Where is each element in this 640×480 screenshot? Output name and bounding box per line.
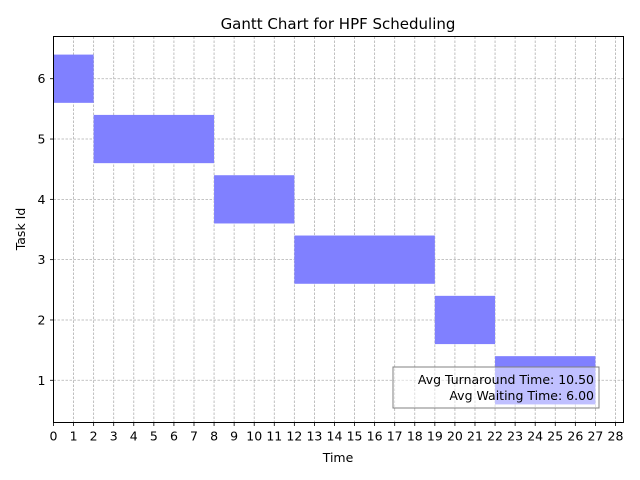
y-tick-label: 1 (38, 373, 46, 388)
x-tick-label: 27 (587, 429, 603, 444)
x-tick-label: 19 (427, 429, 443, 444)
x-tick-label: 25 (547, 429, 563, 444)
x-tick-label: 8 (210, 429, 218, 444)
plot-frame (53, 36, 624, 423)
y-tick-label: 4 (38, 192, 46, 207)
chart-title: Gantt Chart for HPF Scheduling (221, 15, 456, 33)
x-tick-label: 14 (327, 429, 343, 444)
x-tick-label: 22 (487, 429, 503, 444)
x-tick-label: 11 (266, 429, 282, 444)
x-tick-label: 16 (367, 429, 383, 444)
x-tick-label: 12 (286, 429, 302, 444)
x-tick-label: 23 (507, 429, 523, 444)
stats-annotation-box (392, 366, 600, 409)
x-tick-label: 24 (527, 429, 543, 444)
y-tick-label: 6 (38, 71, 46, 86)
avg-waiting-text: Avg Waiting Time: 6.00 (449, 388, 594, 403)
task-bar-6 (53, 54, 94, 103)
x-tick-label: 10 (246, 429, 262, 444)
x-tick-label: 1 (70, 429, 78, 444)
x-tick-label: 28 (608, 429, 624, 444)
x-tick-label: 5 (150, 429, 158, 444)
x-tick-label: 4 (130, 429, 138, 444)
task-bar-4 (214, 175, 295, 224)
x-tick-label: 13 (306, 429, 322, 444)
avg-turnaround-text: Avg Turnaround Time: 10.50 (418, 372, 594, 387)
x-tick-label: 21 (467, 429, 483, 444)
axis-ticks: 0 1 2 3 4 5 6 7 8 9 10 11 12 13 14 15 16 17 18 19 20 21 22 23 24… (38, 71, 624, 443)
task-bar-3 (294, 235, 435, 284)
task-bar-2 (434, 295, 496, 345)
task-bar-5 (93, 114, 215, 164)
x-tick-label: 7 (190, 429, 198, 444)
x-tick-label: 17 (387, 429, 403, 444)
y-axis-label: Task Id (13, 208, 28, 252)
y-tick-label: 5 (38, 132, 46, 147)
y-tick-label: 2 (38, 312, 46, 327)
stats-annotation: Avg Turnaround Time: 10.50 Avg Waiting T… (392, 366, 600, 409)
x-axis-label: Time (322, 450, 354, 465)
task-bars (53, 54, 596, 405)
x-tick-label: 9 (230, 429, 238, 444)
x-tick-label: 6 (170, 429, 178, 444)
x-tick-label: 0 (50, 429, 58, 444)
x-tick-label: 26 (567, 429, 583, 444)
x-tick-label: 2 (90, 429, 98, 444)
y-tick-label: 3 (38, 252, 46, 267)
x-tick-label: 15 (347, 429, 363, 444)
x-tick-label: 3 (110, 429, 118, 444)
x-tick-label: 18 (407, 429, 423, 444)
x-tick-label: 20 (447, 429, 463, 444)
